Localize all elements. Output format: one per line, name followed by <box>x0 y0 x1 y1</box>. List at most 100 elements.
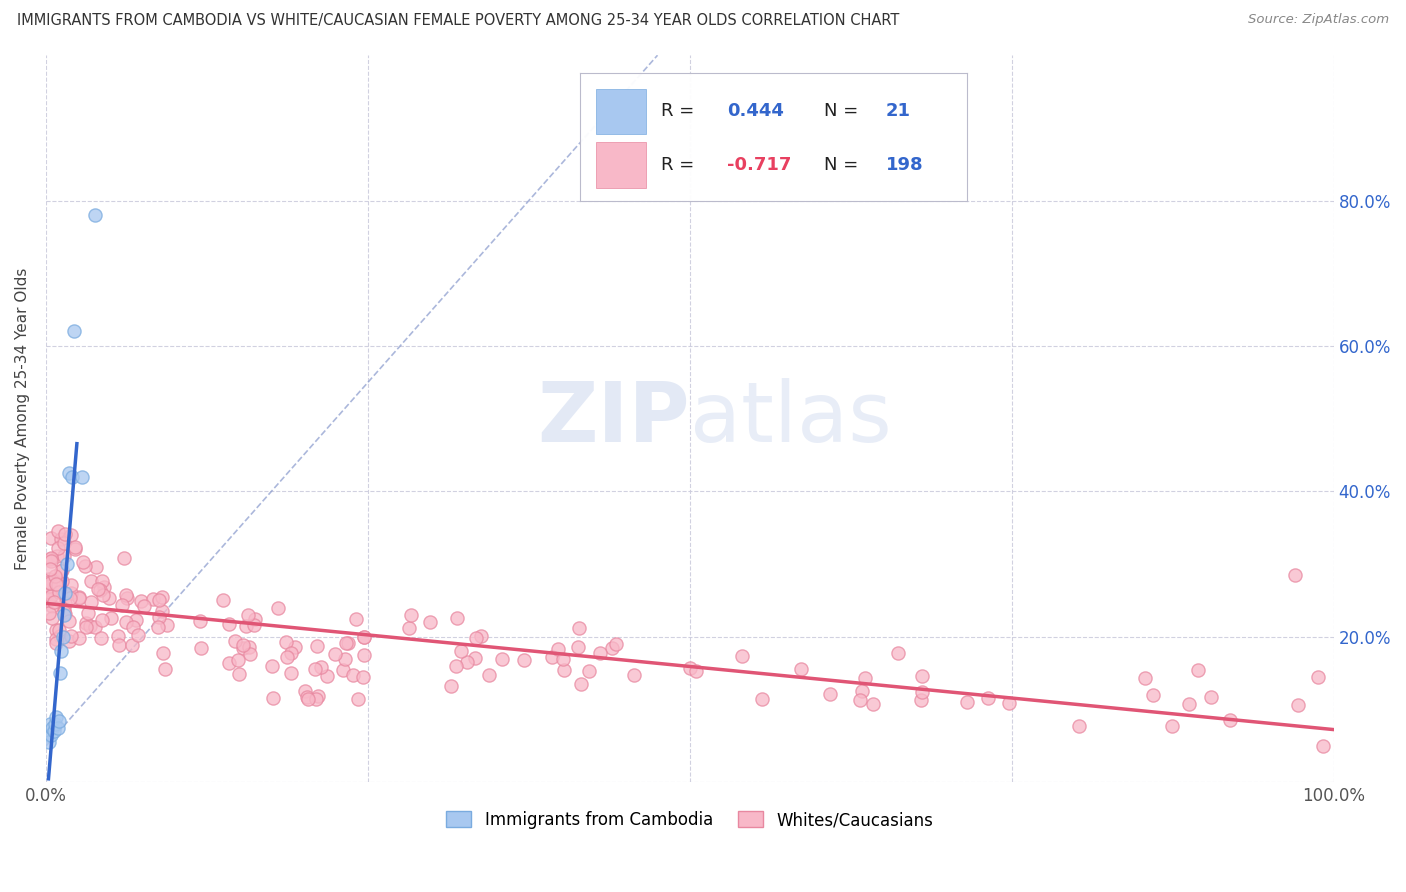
Point <box>53 586 76 600</box>
Point <box>44 569 66 583</box>
Point <box>129 594 152 608</box>
Point <box>59 591 82 606</box>
Point <box>398 621 420 635</box>
Point <box>553 663 575 677</box>
Point <box>910 692 932 706</box>
Point <box>335 652 357 666</box>
Point <box>190 641 212 656</box>
Point <box>294 684 316 698</box>
Point <box>1312 739 1334 753</box>
Point <box>790 662 813 676</box>
Point <box>446 610 468 624</box>
Point <box>125 614 148 628</box>
Point <box>39 551 62 566</box>
Point <box>224 634 246 648</box>
Point <box>38 583 60 598</box>
Point <box>51 562 73 576</box>
Point <box>260 659 283 673</box>
Point <box>1142 689 1164 703</box>
Point <box>39 553 62 567</box>
Point <box>127 628 149 642</box>
Point <box>297 692 319 706</box>
Point <box>148 610 170 624</box>
Point <box>295 690 318 704</box>
Point <box>53 607 76 622</box>
Point <box>45 632 67 647</box>
Point <box>89 582 111 597</box>
Point <box>956 695 979 709</box>
Point <box>352 670 374 684</box>
Point <box>42 595 65 609</box>
Point <box>58 467 80 481</box>
Point <box>38 593 60 607</box>
Point <box>1135 671 1157 685</box>
Point <box>115 588 138 602</box>
Point <box>53 608 76 623</box>
Point <box>316 669 339 683</box>
Point <box>232 639 254 653</box>
Point <box>911 669 934 683</box>
Point <box>60 586 83 600</box>
Point <box>464 631 486 645</box>
Point <box>551 652 574 666</box>
Point <box>108 639 131 653</box>
Point <box>48 524 70 539</box>
Point <box>150 590 173 604</box>
Point <box>309 660 332 674</box>
Point <box>491 652 513 666</box>
Point <box>212 593 235 607</box>
Point <box>63 541 86 556</box>
Text: ZIP: ZIP <box>537 378 690 459</box>
Point <box>55 526 77 541</box>
Point <box>70 470 93 484</box>
Point <box>90 613 112 627</box>
Point <box>46 721 69 735</box>
Point <box>75 558 97 573</box>
Point <box>1308 670 1330 684</box>
Point <box>605 637 627 651</box>
Point <box>218 656 240 670</box>
Point <box>122 620 145 634</box>
Point <box>862 697 884 711</box>
Point <box>731 648 754 663</box>
Point <box>266 601 288 615</box>
Point <box>87 582 110 596</box>
Point <box>97 591 120 605</box>
Point <box>38 585 60 599</box>
Point <box>578 665 600 679</box>
Point <box>153 662 176 676</box>
Legend: Immigrants from Cambodia, Whites/Caucasians: Immigrants from Cambodia, Whites/Caucasi… <box>440 805 939 836</box>
Point <box>90 574 112 589</box>
Point <box>49 666 72 681</box>
Point <box>851 684 873 698</box>
Point <box>280 666 302 681</box>
Point <box>263 690 285 705</box>
Point <box>1219 714 1241 728</box>
Point <box>67 591 90 605</box>
Point <box>304 662 326 676</box>
Point <box>53 549 76 564</box>
Point <box>60 528 83 542</box>
Point <box>49 564 72 578</box>
Point <box>51 574 73 589</box>
Point <box>100 611 122 625</box>
Point <box>39 550 62 565</box>
Point <box>886 646 908 660</box>
Point <box>679 661 702 675</box>
Text: atlas: atlas <box>690 378 891 459</box>
Point <box>274 634 297 648</box>
Point <box>146 620 169 634</box>
Point <box>45 624 67 638</box>
Point <box>46 549 69 563</box>
Point <box>49 629 72 643</box>
Point <box>38 572 60 586</box>
Point <box>1187 663 1209 677</box>
Point <box>91 587 114 601</box>
Point <box>142 592 165 607</box>
Point <box>440 679 463 693</box>
Point <box>53 586 76 600</box>
Point <box>38 606 60 620</box>
Point <box>600 640 623 655</box>
Point <box>52 536 75 550</box>
Point <box>72 555 94 569</box>
